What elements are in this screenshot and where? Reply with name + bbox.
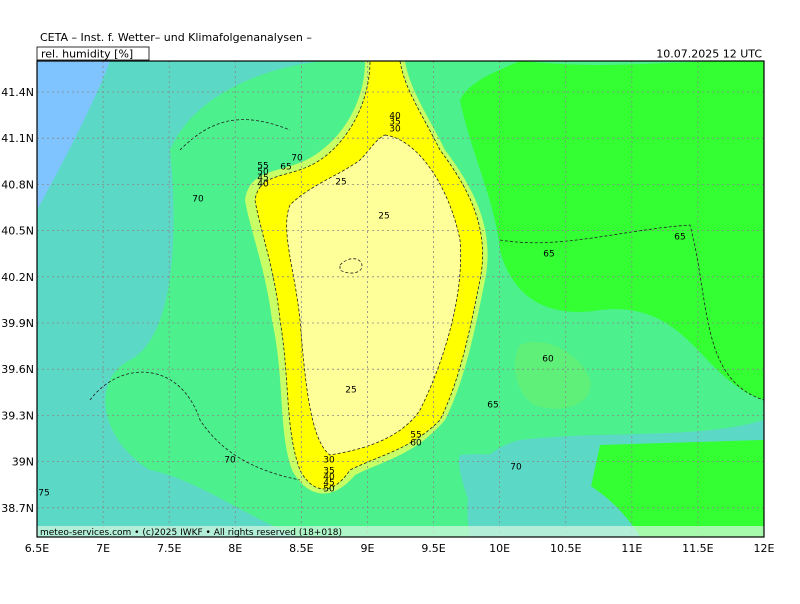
contour-label: 30 (389, 125, 401, 135)
contour-label: 40 (257, 180, 269, 190)
contour-label: 45 (323, 479, 334, 489)
isoline (89, 371, 301, 481)
contour-label: 25 (378, 212, 389, 222)
contour-label: 45 (257, 174, 268, 184)
x-tick-label: 8E (228, 542, 242, 555)
y-tick-label: 39.9N (1, 317, 34, 330)
teal-area (459, 454, 640, 537)
contour-label: 55 (257, 162, 268, 172)
contour-label: 50 (257, 168, 269, 178)
x-tick-label: 8.5E (289, 542, 313, 555)
contour-label: 25 (345, 386, 356, 396)
contour-label: 60 (410, 439, 422, 449)
footer: meteo-services.com • (c)2025 IWKF • All … (40, 528, 342, 538)
field: meteo-services.com • (c)2025 IWKF • All … (37, 61, 764, 538)
contour-label: 25 (335, 178, 346, 188)
x-tick-label: 9.5E (421, 542, 445, 555)
contour-label: 65 (280, 163, 291, 173)
isoline (179, 119, 291, 151)
y-tick-label: 40.2N (1, 271, 34, 284)
contour-label: 35 (389, 118, 400, 128)
parameter: rel. humidity [%] (41, 48, 133, 61)
isoline (339, 258, 363, 274)
contour-label: 70 (291, 154, 303, 164)
blue-area (37, 61, 110, 210)
valid-time: 10.07.2025 12 UTC (656, 48, 762, 61)
y-tick-label: 39.6N (1, 363, 34, 376)
parameter-box (36, 46, 150, 61)
contour-label: 40 (389, 112, 401, 122)
x-tick-label: 11.5E (682, 542, 713, 555)
contour-label: 75 (38, 489, 49, 499)
y-tick-label: 39.3N (1, 409, 34, 422)
contour-label: 70 (192, 195, 204, 205)
contour-label: 70 (510, 463, 522, 473)
footer-band (37, 526, 764, 537)
contour-label: 40 (323, 473, 335, 483)
y-tick-label: 40.8N (1, 178, 34, 191)
x-tick-label: 7.5E (157, 542, 181, 555)
contour-label: 70 (224, 456, 236, 466)
contour-label: 35 (323, 467, 334, 477)
green-patch (515, 341, 591, 409)
contour-label: 65 (543, 250, 554, 260)
y-tick-label: 38.7N (1, 502, 34, 515)
contour-label: 50 (323, 485, 335, 495)
y-tick-label: 39N (12, 456, 34, 469)
isoline (499, 224, 764, 401)
contour-label: 60 (542, 355, 554, 365)
y-tick-label: 41.4N (1, 86, 34, 99)
y-tick-label: 41.1N (1, 132, 34, 145)
contour-label: 65 (674, 233, 685, 243)
x-tick-label: 9E (360, 542, 374, 555)
contour-label: 55 (410, 431, 421, 441)
grid (37, 61, 764, 537)
x-tick-label: 10.5E (550, 542, 581, 555)
contour-labels: 70 65 55 50 45 40 70 25 25 40 35 30 65 6… (38, 112, 685, 499)
y-tick-label: 40.5N (1, 225, 34, 238)
bright-green-area (580, 440, 764, 537)
x-tick-label: 6.5E (25, 542, 49, 555)
frame (36, 60, 765, 538)
x-tick-label: 12E (754, 542, 775, 555)
contour-label: 30 (323, 456, 335, 466)
x-tick-label: 11E (621, 542, 642, 555)
x-tick-label: 10E (489, 542, 510, 555)
contour-label: 65 (487, 401, 498, 411)
driest-area (286, 134, 462, 456)
title: CETA – Inst. f. Wetter– und Klimafolgena… (40, 31, 312, 44)
x-tick-label: 7E (96, 542, 110, 555)
